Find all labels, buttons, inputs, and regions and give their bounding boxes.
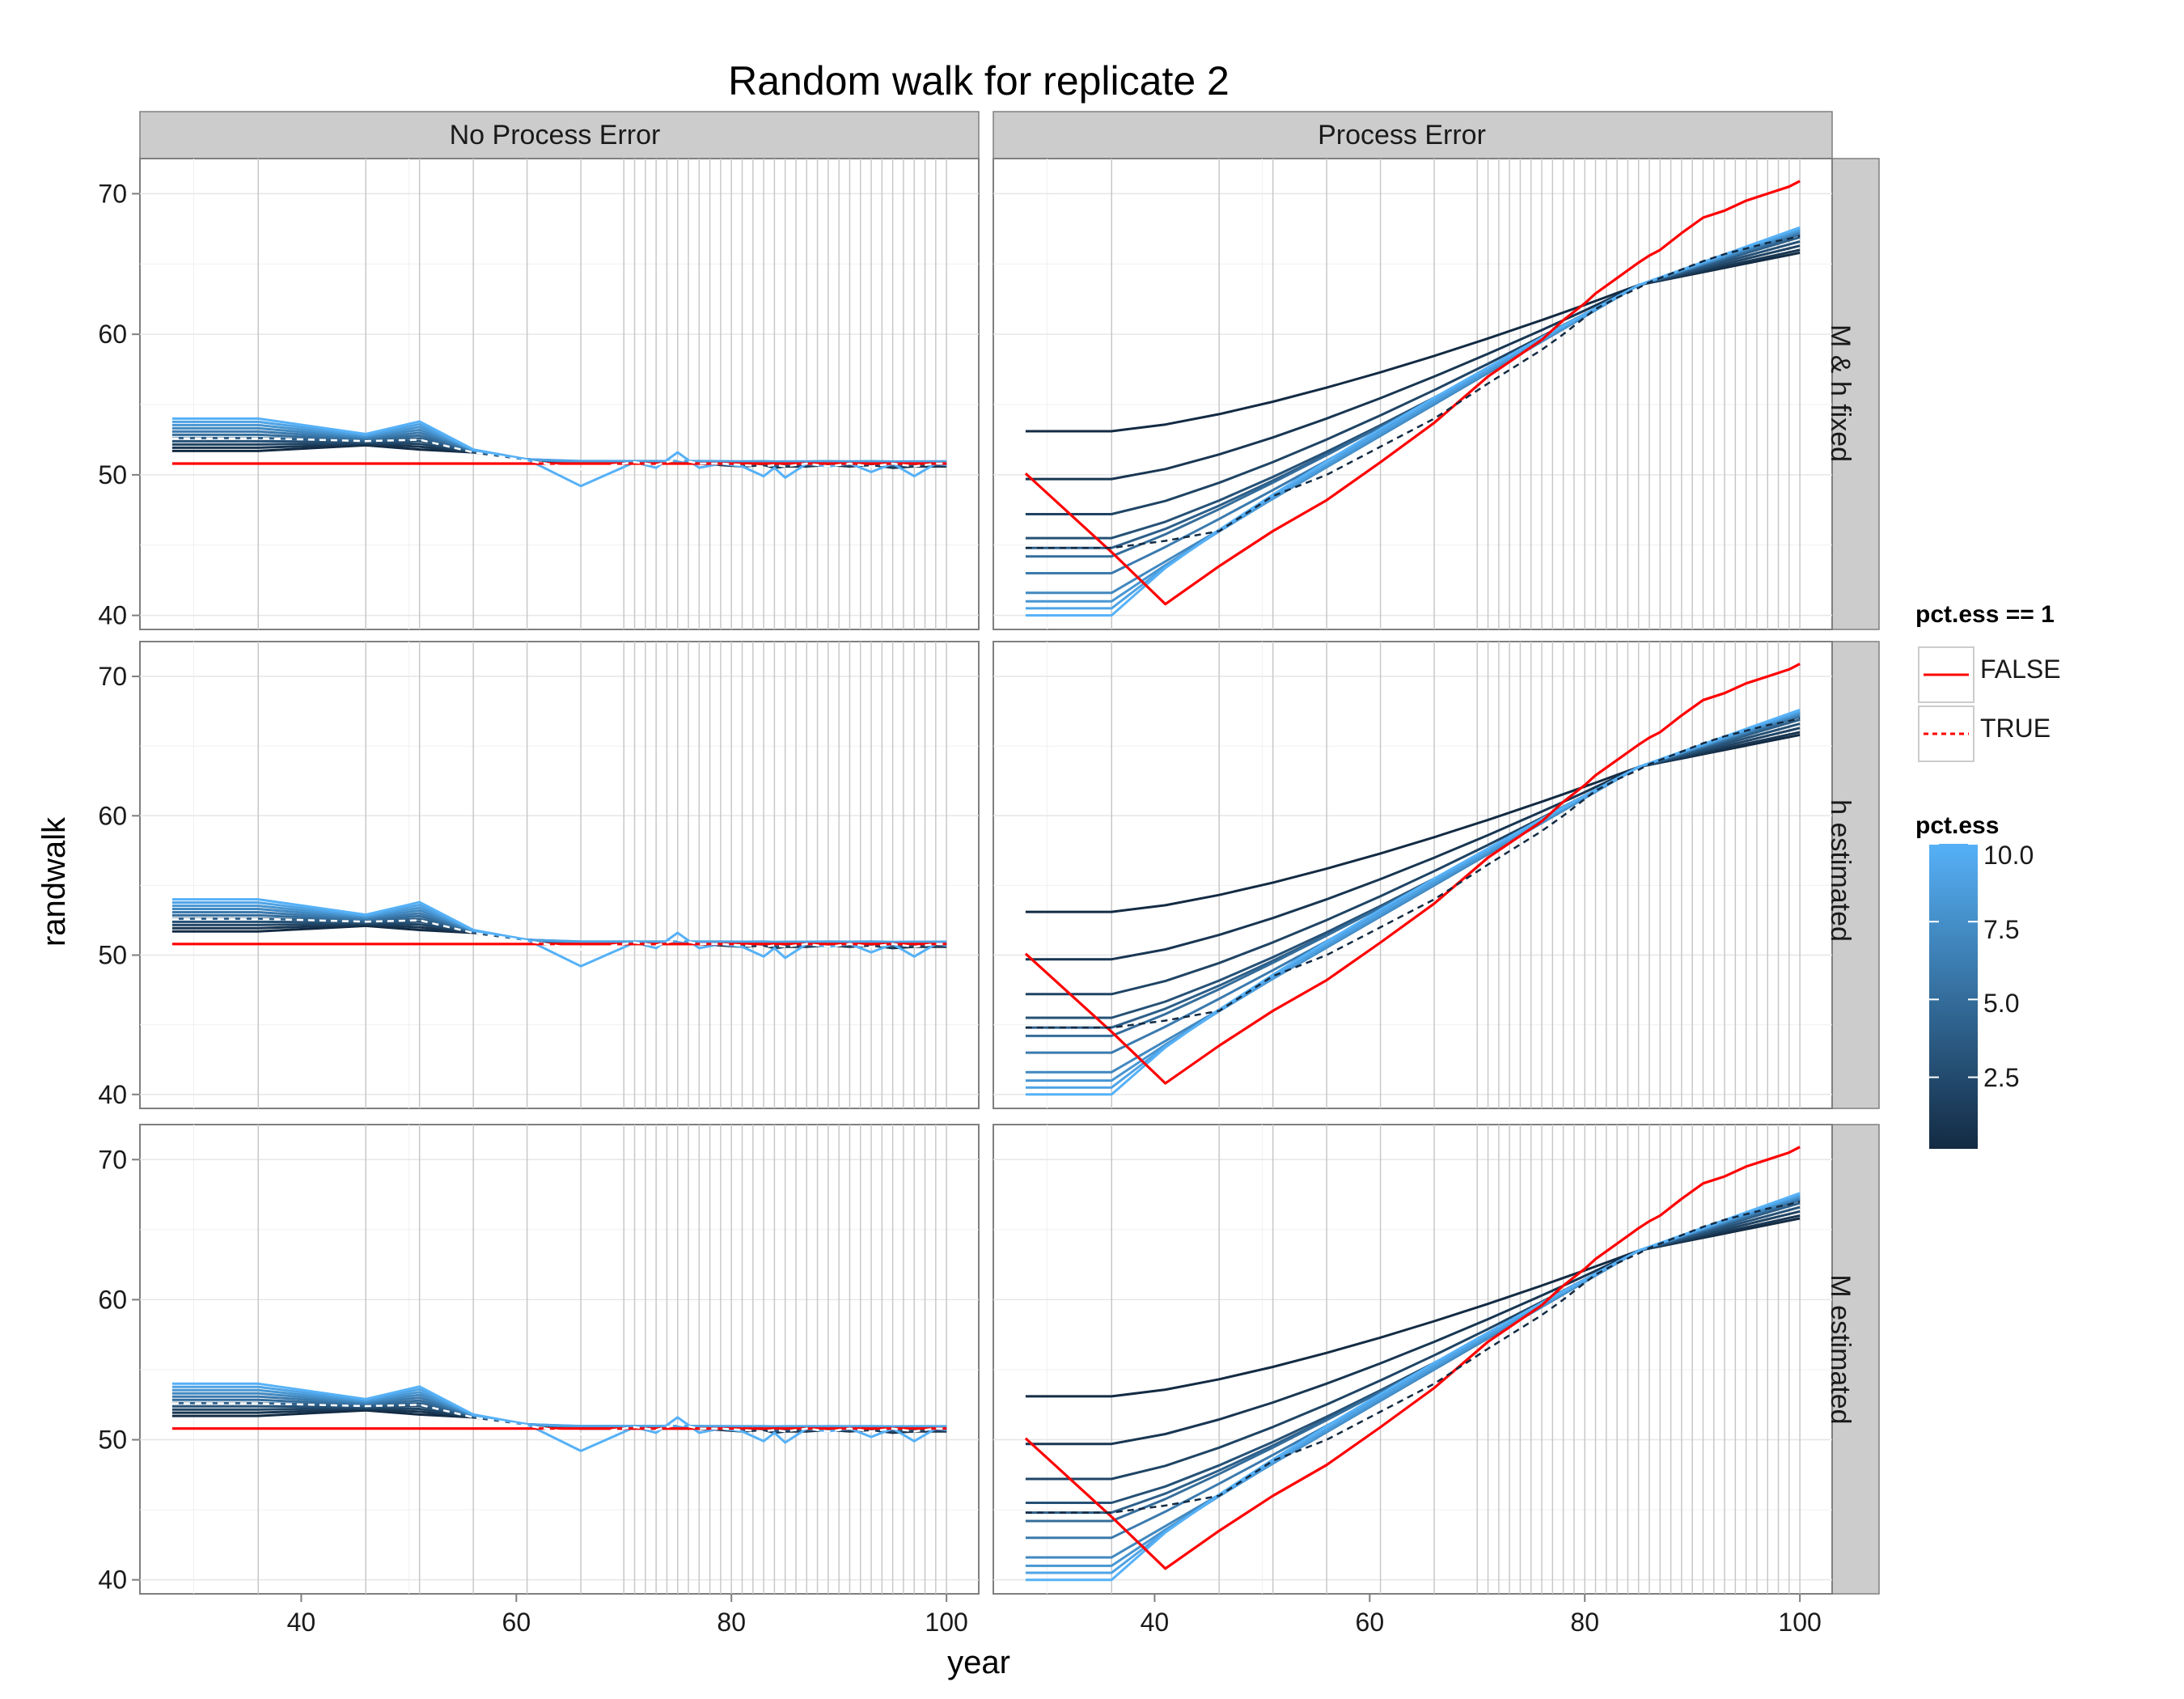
series-line-pct-ess bbox=[1025, 1217, 1801, 1398]
panel-r1-c1: 40 50 60 70 bbox=[98, 158, 980, 630]
strip-row-1: M & h fixed bbox=[1825, 324, 1856, 462]
colorbar bbox=[1929, 844, 1978, 1149]
series-line-false bbox=[1024, 1146, 1801, 1570]
x-tick-label: 100 bbox=[925, 1608, 967, 1637]
y-tick-label: 60 bbox=[98, 801, 127, 830]
y-axis-title: randwalk bbox=[36, 816, 72, 947]
y-tick-label: 50 bbox=[98, 460, 127, 489]
legend-true-label: TRUE bbox=[1980, 714, 2051, 743]
series-line-pct-ess bbox=[1025, 248, 1801, 481]
colorbar-tick-label-10: 10.0 bbox=[1983, 841, 2034, 870]
series-line-pct-ess bbox=[1025, 731, 1801, 961]
series-line-pct-ess bbox=[1025, 251, 1801, 433]
series-line-pct-ess bbox=[1025, 1214, 1801, 1446]
legend-false-label: FALSE bbox=[1980, 655, 2061, 684]
series-line-pct-ess bbox=[1025, 733, 1801, 913]
series-line-pct-ess bbox=[171, 898, 947, 968]
chart-title: Random walk for replicate 2 bbox=[728, 58, 1230, 104]
series-line-pct-ess bbox=[1025, 226, 1801, 617]
colorbar-tick-label-2.5: 2.5 bbox=[1983, 1063, 2019, 1092]
panel-r1-c2 bbox=[993, 158, 1833, 630]
y-tick-label: 40 bbox=[98, 1566, 127, 1595]
strip-row-box-2 bbox=[1831, 641, 1880, 1109]
series-line-pct-ess bbox=[1025, 1192, 1801, 1582]
x-tick-label: 80 bbox=[717, 1608, 746, 1637]
y-tick-label: 60 bbox=[98, 1285, 127, 1314]
strip-row-box-3 bbox=[1831, 1124, 1880, 1595]
y-tick-label: 60 bbox=[98, 320, 127, 349]
panel-r2-c2 bbox=[993, 641, 1833, 1109]
x-tick-label: 100 bbox=[1778, 1608, 1821, 1637]
series-line-true bbox=[1025, 235, 1801, 549]
series-line-false bbox=[1024, 180, 1801, 606]
y-tick-label: 40 bbox=[98, 601, 127, 630]
series-line-pct-ess bbox=[171, 417, 947, 488]
series-line-false bbox=[1024, 663, 1801, 1085]
legend bbox=[1918, 646, 1978, 1149]
series-line-true bbox=[171, 437, 947, 471]
plot-layer: 40 50 60 70 40 50 60 70 40 50 60 70 40 60 80 100 40 60 80 1… bbox=[98, 111, 1978, 1637]
panel-r3-c1: 40 50 60 70 40 60 80 100 bbox=[98, 1124, 980, 1637]
x-tick-label: 80 bbox=[1570, 1608, 1599, 1637]
panel-r3-c2: 40 60 80 100 bbox=[993, 1124, 1833, 1637]
colorbar-tick-label-7.5: 7.5 bbox=[1983, 915, 2019, 944]
panel-background bbox=[139, 1124, 980, 1595]
strip-col-box-2 bbox=[993, 111, 1833, 159]
y-tick-label: 70 bbox=[98, 179, 127, 208]
x-tick-label: 60 bbox=[1356, 1608, 1385, 1637]
y-tick-label: 70 bbox=[98, 662, 127, 691]
x-tick-label: 40 bbox=[287, 1608, 316, 1637]
series-line-pct-ess bbox=[171, 1382, 947, 1452]
strip-col-1: No Process Error bbox=[450, 120, 661, 150]
x-axis-title: year bbox=[947, 1645, 1010, 1680]
y-tick-label: 70 bbox=[98, 1145, 127, 1174]
panel-r2-c1: 40 50 60 70 bbox=[98, 641, 980, 1109]
series-line-true bbox=[1025, 717, 1801, 1029]
strip-row-2: h estimated bbox=[1825, 799, 1856, 942]
series-line-true bbox=[1025, 1200, 1801, 1514]
panel-background bbox=[139, 158, 980, 630]
panel-background bbox=[139, 641, 980, 1109]
strip-row-box-1 bbox=[1831, 158, 1880, 630]
y-tick-label: 50 bbox=[98, 941, 127, 970]
x-tick-label: 60 bbox=[502, 1608, 531, 1637]
strip-row-3: M estimated bbox=[1825, 1274, 1856, 1424]
strip-col-box-1 bbox=[139, 111, 980, 159]
legend-color-title: pct.ess bbox=[1915, 812, 1999, 839]
legend-line-title: pct.ess == 1 bbox=[1915, 601, 2055, 628]
series-line-true bbox=[171, 917, 947, 951]
y-tick-label: 40 bbox=[98, 1080, 127, 1109]
strip-col-2: Process Error bbox=[1318, 120, 1486, 150]
y-tick-label: 50 bbox=[98, 1426, 127, 1455]
colorbar-tick-label-5: 5.0 bbox=[1983, 989, 2019, 1018]
x-tick-label: 40 bbox=[1141, 1608, 1170, 1637]
series-line-true bbox=[171, 1402, 947, 1435]
